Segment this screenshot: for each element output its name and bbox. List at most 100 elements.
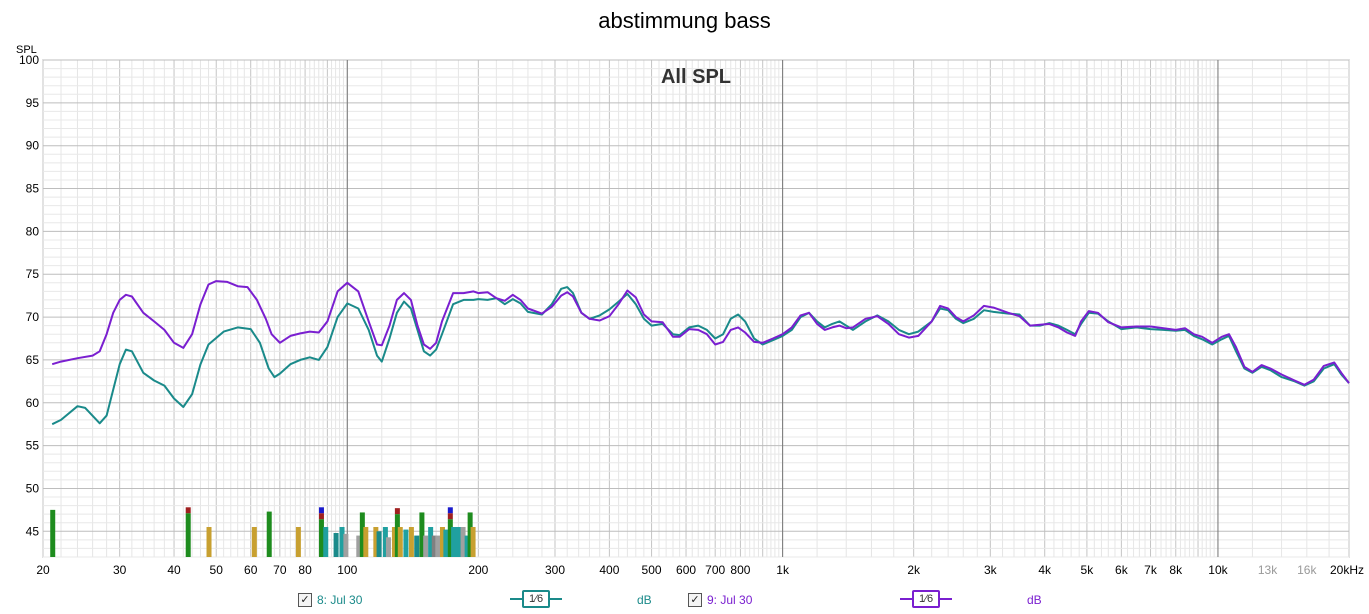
marker-bar — [295, 527, 301, 557]
marker-bar — [443, 529, 449, 557]
x-tick-label: 300 — [545, 563, 565, 577]
series-2-line-left — [900, 598, 912, 600]
x-tick-label: 2k — [907, 563, 921, 577]
x-tick-label: 60 — [244, 563, 258, 577]
marker-bar — [428, 527, 434, 557]
x-tick-label: 4k — [1038, 563, 1052, 577]
window-title: abstimmung bass — [598, 8, 771, 33]
chart-title: All SPL — [661, 66, 731, 88]
marker-bar — [447, 519, 453, 557]
y-tick-label: 100 — [19, 53, 39, 67]
series-1-smoothing-box[interactable]: 1⁄6 — [522, 590, 551, 608]
series-1-line-left — [510, 598, 522, 600]
marker-bar — [343, 533, 349, 557]
series-1-label: 8: Jul 30 — [317, 593, 363, 607]
x-tick-label: 40 — [167, 563, 181, 577]
x-tick-label: 6k — [1115, 563, 1129, 577]
marker-bar — [356, 535, 362, 557]
marker-bar — [447, 513, 453, 520]
y-tick-label: 65 — [26, 353, 40, 367]
marker-bar — [423, 535, 429, 557]
marker-bar — [464, 535, 470, 557]
y-tick-label: 95 — [26, 96, 40, 110]
marker-bar — [394, 508, 400, 515]
series-2-checkbox[interactable]: ✓ — [688, 593, 702, 607]
series-1-smoothing[interactable]: 1⁄6 — [510, 590, 563, 608]
legend-series-2[interactable]: ✓ 9: Jul 30 — [688, 591, 752, 609]
marker-bar — [460, 527, 466, 557]
series-2-smoothing-box[interactable]: 1⁄6 — [912, 590, 941, 608]
marker-bar — [266, 511, 272, 557]
y-tick-label: 50 — [26, 481, 40, 495]
marker-bar — [318, 513, 324, 520]
x-tick-label: 70 — [273, 563, 287, 577]
y-tick-label: 80 — [26, 224, 40, 238]
x-tick-label: 800 — [730, 563, 750, 577]
marker-bar — [206, 527, 212, 557]
marker-bar — [185, 513, 191, 557]
x-tick-label: 1k — [776, 563, 790, 577]
series-2-unit[interactable]: dB — [1027, 593, 1042, 607]
marker-bar — [382, 527, 388, 557]
marker-bar — [439, 527, 445, 557]
marker-bar — [359, 512, 365, 557]
marker-bar — [251, 527, 257, 557]
marker-bar — [431, 535, 437, 557]
series-1-unit[interactable]: dB — [637, 593, 652, 607]
x-tick-label: 30 — [113, 563, 127, 577]
marker-bar — [185, 507, 191, 514]
series-2-line-right — [940, 598, 953, 600]
marker-bar — [385, 537, 391, 557]
marker-bar — [394, 514, 400, 557]
y-tick-label: 70 — [26, 310, 40, 324]
y-axis-label: SPL — [16, 44, 37, 56]
marker-bar — [363, 527, 369, 557]
x-tick-label: 8k — [1169, 563, 1183, 577]
series-line-2 — [51, 280, 1350, 386]
marker-bar — [454, 527, 460, 557]
x-tick-label: 100 — [337, 563, 357, 577]
x-tick-label: 500 — [642, 563, 662, 577]
marker-bar — [457, 527, 463, 557]
marker-bar — [408, 527, 414, 557]
y-tick-label: 60 — [26, 396, 40, 410]
marker-bar — [419, 512, 425, 557]
marker-bar — [318, 519, 324, 557]
series-1-line-right — [550, 598, 563, 600]
marker-bar — [470, 527, 476, 557]
x-tick-label: 20kHz — [1330, 563, 1364, 577]
x-tick-label: 10k — [1208, 563, 1228, 577]
marker-bar — [339, 527, 345, 557]
marker-bar — [414, 535, 420, 557]
x-tick-label: 16k — [1297, 563, 1317, 577]
series-2-smoothing[interactable]: 1⁄6 — [900, 590, 953, 608]
marker-bar — [376, 531, 382, 557]
x-tick-label: 700 — [705, 563, 725, 577]
legend-series-1[interactable]: ✓ 8: Jul 30 — [298, 591, 362, 609]
marker-bar — [333, 533, 339, 557]
spl-chart: 100 95 90 85 80 75 70 65 60 55 50 45 20 30 40 50 60 70 80 1… — [16, 44, 1364, 577]
x-tick-label: 50 — [210, 563, 224, 577]
y-tick-label: 85 — [26, 182, 40, 196]
y-tick-label: 55 — [26, 439, 40, 453]
x-tick-label: 7k — [1144, 563, 1158, 577]
x-tick-label: 5k — [1081, 563, 1095, 577]
x-tick-label: 400 — [599, 563, 619, 577]
marker-bar — [467, 512, 473, 557]
y-tick-label: 90 — [26, 139, 40, 153]
marker-bar — [323, 527, 329, 557]
series-2-label: 9: Jul 30 — [707, 593, 753, 607]
x-tick-label: 600 — [676, 563, 696, 577]
marker-bar — [50, 509, 56, 557]
marker-bar — [318, 507, 324, 514]
marker-bar — [451, 527, 457, 557]
marker-bar — [373, 527, 379, 557]
y-tick-label: 75 — [26, 267, 40, 281]
y-tick-label: 45 — [26, 524, 40, 538]
x-tick-label: 13k — [1258, 563, 1278, 577]
marker-bar — [403, 529, 409, 557]
series-1-checkbox[interactable]: ✓ — [298, 593, 312, 607]
x-tick-label: 20 — [36, 563, 50, 577]
x-tick-label: 200 — [468, 563, 488, 577]
x-tick-label: 80 — [298, 563, 312, 577]
